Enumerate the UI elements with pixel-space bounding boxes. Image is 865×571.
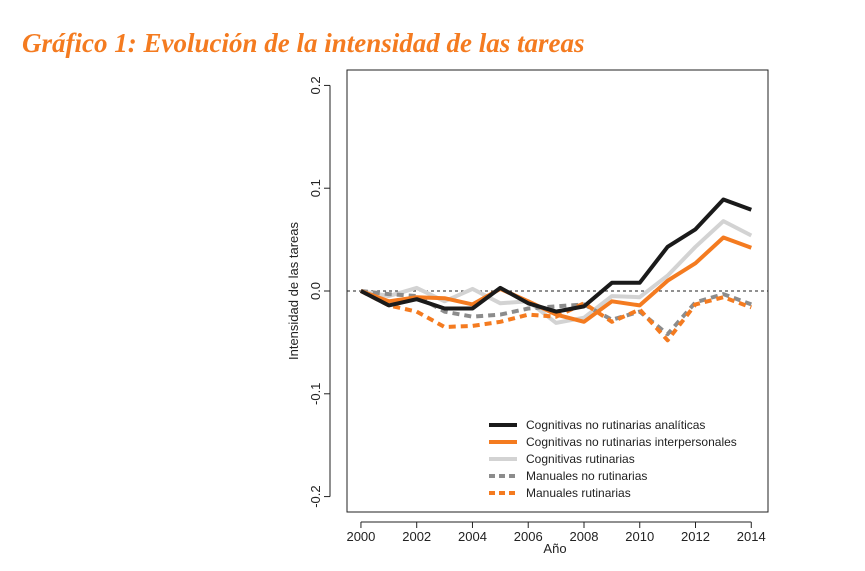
y-tick-label: 0.2 bbox=[308, 76, 323, 94]
x-tick-label: 2010 bbox=[625, 529, 654, 544]
axes: -0.2 -0.1 0.0 0.1 0.2 2000 2002 2004 2006 2008 201… bbox=[308, 76, 768, 544]
legend-label: Cognitivas rutinarias bbox=[526, 452, 635, 466]
legend-label: Cognitivas no rutinarias analíticas bbox=[526, 418, 705, 432]
x-tick-label: 2004 bbox=[458, 529, 487, 544]
y-tick-label: 0.0 bbox=[308, 282, 323, 300]
x-tick-label: 2002 bbox=[402, 529, 431, 544]
y-tick-label: -0.1 bbox=[308, 383, 323, 405]
x-axis-label: Año bbox=[543, 541, 566, 556]
series-line bbox=[360, 219, 753, 325]
x-tick-label: 2006 bbox=[514, 529, 543, 544]
chart-title: Gráfico 1: Evolución de la intensidad de… bbox=[22, 28, 585, 58]
legend-label: Cognitivas no rutinarias interpersonales bbox=[526, 435, 737, 449]
series-line bbox=[360, 235, 752, 324]
x-tick-label: 2000 bbox=[346, 529, 375, 544]
y-tick-label: 0.1 bbox=[308, 179, 323, 197]
x-tick-label: 2012 bbox=[681, 529, 710, 544]
legend-label: Manuales rutinarias bbox=[526, 486, 631, 500]
series-line bbox=[359, 197, 752, 314]
x-tick-label: 2008 bbox=[570, 529, 599, 544]
y-axis-label: Intensidad de las tareas bbox=[286, 221, 301, 360]
x-tick-label: 2014 bbox=[737, 529, 766, 544]
series-line bbox=[359, 289, 752, 343]
legend: Cognitivas no rutinarias analíticas Cogni… bbox=[489, 418, 737, 500]
series-layer bbox=[359, 197, 753, 343]
legend-label: Manuales no rutinarias bbox=[526, 469, 647, 483]
y-tick-label: -0.2 bbox=[308, 485, 323, 507]
